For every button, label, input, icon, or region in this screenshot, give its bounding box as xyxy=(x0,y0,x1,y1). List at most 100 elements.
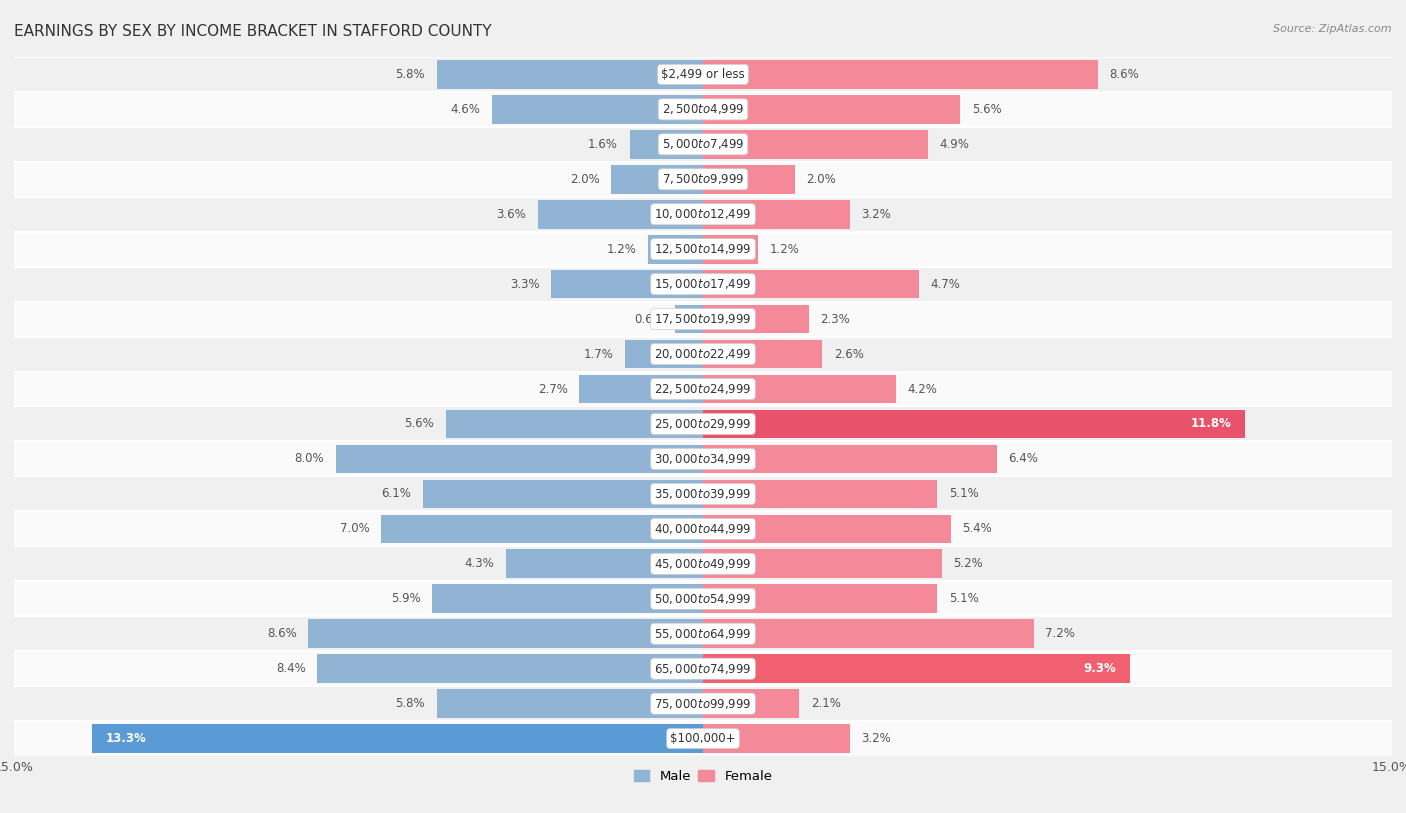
Bar xyxy=(14,57,1392,92)
Text: 0.6%: 0.6% xyxy=(634,313,664,325)
Bar xyxy=(703,689,800,718)
Text: 5.8%: 5.8% xyxy=(395,698,425,710)
Bar xyxy=(14,476,1392,511)
Text: 4.3%: 4.3% xyxy=(464,558,494,570)
Bar xyxy=(703,165,794,193)
Bar xyxy=(14,302,1392,337)
Bar xyxy=(703,654,1130,683)
Text: 1.2%: 1.2% xyxy=(769,243,800,255)
Text: 8.0%: 8.0% xyxy=(294,453,323,465)
Bar xyxy=(93,724,703,753)
Bar xyxy=(506,550,703,578)
Bar xyxy=(703,480,938,508)
Bar xyxy=(703,235,758,263)
Bar xyxy=(14,232,1392,267)
Bar xyxy=(14,721,1392,756)
Bar xyxy=(14,511,1392,546)
Text: 5.1%: 5.1% xyxy=(949,488,979,500)
Bar xyxy=(703,60,1098,89)
Bar xyxy=(648,235,703,263)
Text: $22,500 to $24,999: $22,500 to $24,999 xyxy=(654,382,752,396)
Bar xyxy=(308,620,703,648)
Text: 3.6%: 3.6% xyxy=(496,208,526,220)
Bar xyxy=(703,585,938,613)
Text: 3.2%: 3.2% xyxy=(862,208,891,220)
Text: $30,000 to $34,999: $30,000 to $34,999 xyxy=(654,452,752,466)
Text: $12,500 to $14,999: $12,500 to $14,999 xyxy=(654,242,752,256)
Text: 5.2%: 5.2% xyxy=(953,558,983,570)
Bar xyxy=(14,92,1392,127)
Text: 5.6%: 5.6% xyxy=(972,103,1001,115)
Text: $65,000 to $74,999: $65,000 to $74,999 xyxy=(654,662,752,676)
Text: 3.2%: 3.2% xyxy=(862,733,891,745)
Bar xyxy=(703,270,920,298)
Bar xyxy=(624,340,703,368)
Bar xyxy=(14,651,1392,686)
Bar xyxy=(703,200,851,228)
Text: 1.6%: 1.6% xyxy=(588,138,619,150)
Text: $55,000 to $64,999: $55,000 to $64,999 xyxy=(654,627,752,641)
Bar xyxy=(703,620,1033,648)
Text: 4.6%: 4.6% xyxy=(450,103,481,115)
Text: 8.4%: 8.4% xyxy=(276,663,305,675)
Text: 4.2%: 4.2% xyxy=(907,383,938,395)
Bar xyxy=(14,197,1392,232)
Text: $100,000+: $100,000+ xyxy=(671,733,735,745)
Text: 2.1%: 2.1% xyxy=(811,698,841,710)
Bar xyxy=(437,60,703,89)
Bar xyxy=(703,375,896,403)
Bar xyxy=(703,410,1244,438)
Text: 6.4%: 6.4% xyxy=(1008,453,1038,465)
Bar xyxy=(318,654,703,683)
Text: 2.0%: 2.0% xyxy=(807,173,837,185)
Bar xyxy=(703,445,997,473)
Bar xyxy=(703,340,823,368)
Text: $45,000 to $49,999: $45,000 to $49,999 xyxy=(654,557,752,571)
Bar xyxy=(14,267,1392,302)
Bar xyxy=(630,130,703,159)
Bar xyxy=(14,162,1392,197)
Text: $20,000 to $22,499: $20,000 to $22,499 xyxy=(654,347,752,361)
Text: $2,499 or less: $2,499 or less xyxy=(661,68,745,80)
Bar xyxy=(703,550,942,578)
Bar xyxy=(336,445,703,473)
Text: $25,000 to $29,999: $25,000 to $29,999 xyxy=(654,417,752,431)
Bar xyxy=(612,165,703,193)
Bar xyxy=(14,372,1392,406)
Text: 1.2%: 1.2% xyxy=(606,243,637,255)
Text: $50,000 to $54,999: $50,000 to $54,999 xyxy=(654,592,752,606)
Text: 7.0%: 7.0% xyxy=(340,523,370,535)
Text: 6.1%: 6.1% xyxy=(381,488,412,500)
Text: 7.2%: 7.2% xyxy=(1045,628,1076,640)
Text: $10,000 to $12,499: $10,000 to $12,499 xyxy=(654,207,752,221)
Text: 5.1%: 5.1% xyxy=(949,593,979,605)
Bar xyxy=(423,480,703,508)
Bar xyxy=(675,305,703,333)
Bar xyxy=(703,305,808,333)
Text: $35,000 to $39,999: $35,000 to $39,999 xyxy=(654,487,752,501)
Text: $5,000 to $7,499: $5,000 to $7,499 xyxy=(662,137,744,151)
Text: 5.4%: 5.4% xyxy=(963,523,993,535)
Text: $17,500 to $19,999: $17,500 to $19,999 xyxy=(654,312,752,326)
Text: 5.9%: 5.9% xyxy=(391,593,420,605)
Text: $2,500 to $4,999: $2,500 to $4,999 xyxy=(662,102,744,116)
Bar xyxy=(703,95,960,124)
Bar xyxy=(492,95,703,124)
Bar xyxy=(14,616,1392,651)
Text: $7,500 to $9,999: $7,500 to $9,999 xyxy=(662,172,744,186)
Text: 4.9%: 4.9% xyxy=(939,138,969,150)
Bar xyxy=(432,585,703,613)
Bar xyxy=(14,127,1392,162)
Text: 1.7%: 1.7% xyxy=(583,348,613,360)
Bar xyxy=(703,130,928,159)
Text: 2.7%: 2.7% xyxy=(537,383,568,395)
Text: 2.6%: 2.6% xyxy=(834,348,863,360)
Text: 5.6%: 5.6% xyxy=(405,418,434,430)
Bar xyxy=(14,337,1392,372)
Text: $40,000 to $44,999: $40,000 to $44,999 xyxy=(654,522,752,536)
Bar xyxy=(14,581,1392,616)
Text: 8.6%: 8.6% xyxy=(267,628,297,640)
Bar xyxy=(437,689,703,718)
Text: 8.6%: 8.6% xyxy=(1109,68,1139,80)
Bar xyxy=(14,546,1392,581)
